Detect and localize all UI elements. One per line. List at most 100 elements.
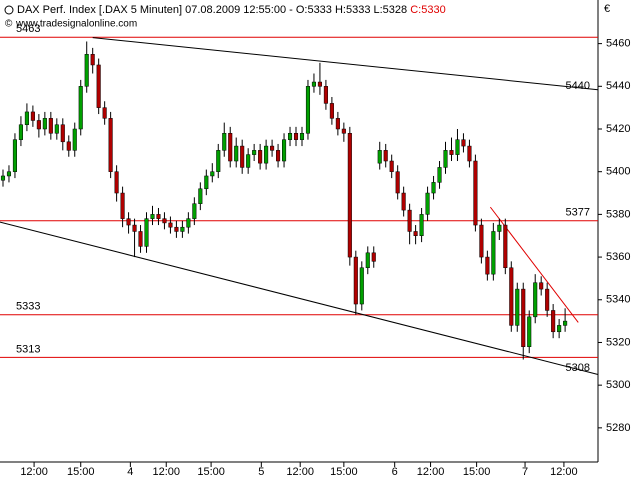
candle-body xyxy=(455,139,460,155)
candle-body xyxy=(347,133,352,258)
candle-body xyxy=(192,203,197,219)
candle-body xyxy=(431,182,436,194)
candle-body xyxy=(449,150,454,155)
candle-body xyxy=(102,107,107,119)
candle-body xyxy=(252,150,257,155)
candle-body xyxy=(198,188,203,204)
trend-line-label: 5440 xyxy=(566,80,590,92)
candle-body xyxy=(299,133,305,140)
x-tick-label: 15:00 xyxy=(197,466,225,478)
candle-body xyxy=(258,150,263,164)
candle-body xyxy=(114,171,119,194)
candle-body xyxy=(84,54,89,87)
candle-body xyxy=(108,118,113,172)
candle-body xyxy=(557,325,562,333)
y-tick-label: 5420 xyxy=(606,123,630,135)
y-tick-label: 5400 xyxy=(606,166,630,178)
candle-body xyxy=(491,231,496,275)
candle-body xyxy=(18,124,23,140)
candle-body xyxy=(222,133,227,151)
candle-body xyxy=(156,214,161,219)
copyright-sign: © xyxy=(5,19,13,30)
candle-body xyxy=(485,256,490,275)
y-tick-label: 5460 xyxy=(606,38,630,50)
candle-body xyxy=(323,86,328,104)
candle-body xyxy=(473,160,478,226)
candle-body xyxy=(395,171,400,194)
candle-body xyxy=(509,267,514,326)
candle-body xyxy=(90,54,95,66)
candle-body xyxy=(425,192,430,215)
candle-body xyxy=(377,150,382,164)
y-tick-label: 5360 xyxy=(606,251,630,263)
candle-body xyxy=(24,111,29,125)
candle-body xyxy=(407,209,412,232)
candle-body xyxy=(371,252,376,262)
candle-body xyxy=(341,128,346,134)
candle-body xyxy=(120,192,125,219)
candle-body xyxy=(276,150,281,162)
candle-body xyxy=(264,145,269,164)
x-tick-label: 15:00 xyxy=(330,466,358,478)
horizontal-line-label: 5377 xyxy=(566,207,590,219)
candle-body xyxy=(126,218,131,226)
candle-body xyxy=(515,288,520,326)
candle-body xyxy=(168,222,173,228)
horizontal-line-label: 5333 xyxy=(16,301,40,313)
x-tick-label: 7 xyxy=(522,466,528,478)
candle-body xyxy=(311,81,316,87)
candle-body xyxy=(42,118,47,130)
candle-body xyxy=(60,124,65,143)
candle-body xyxy=(6,171,12,177)
x-tick-label: 12:00 xyxy=(550,466,578,478)
candle-body xyxy=(335,118,340,130)
x-tick-label: 4 xyxy=(127,466,133,478)
candle-body xyxy=(66,141,71,151)
x-tick-label: 15:00 xyxy=(463,466,491,478)
title-icon xyxy=(4,5,14,15)
trend-line-label: 5308 xyxy=(566,362,590,374)
candle-body xyxy=(539,282,544,290)
candle-body xyxy=(36,120,41,130)
chart-title: DAX Perf. Index [.DAX 5 Minuten] 07.08.2… xyxy=(17,4,446,16)
y-tick-label: 5280 xyxy=(606,422,630,434)
candle-body xyxy=(551,310,556,333)
candle-body xyxy=(0,175,6,181)
candle-body xyxy=(30,111,35,121)
y-unit: € xyxy=(604,3,610,15)
candle-body xyxy=(180,226,185,232)
y-tick-label: 5300 xyxy=(606,379,630,391)
candle-body xyxy=(401,192,406,211)
candle-body xyxy=(353,256,358,305)
candle-body xyxy=(270,145,275,151)
candle-body xyxy=(383,150,388,162)
candle-body xyxy=(54,124,59,134)
candle-body xyxy=(204,175,209,190)
candle-body xyxy=(240,145,245,168)
candle-body xyxy=(563,320,568,326)
candle-body xyxy=(150,214,155,219)
candle-body xyxy=(389,160,394,172)
candle-body xyxy=(305,86,311,134)
candle-body xyxy=(467,145,472,162)
close-label: C:5330 xyxy=(410,4,445,16)
title-text: DAX Perf. Index [.DAX 5 Minuten] 07.08.2… xyxy=(17,4,407,16)
candle-body xyxy=(413,231,418,236)
candle-body xyxy=(216,150,221,172)
candle-body xyxy=(287,133,293,140)
y-tick-label: 5320 xyxy=(606,336,630,348)
candle-body xyxy=(503,224,508,268)
candle-body xyxy=(12,139,17,172)
candle-body xyxy=(533,282,538,318)
x-tick-label: 5 xyxy=(258,466,264,478)
candle-body xyxy=(521,288,526,347)
candle-body xyxy=(72,128,77,151)
candle-body xyxy=(234,145,239,162)
candle-body xyxy=(329,103,334,119)
y-tick-label: 5340 xyxy=(606,294,630,306)
candle-body xyxy=(138,231,143,247)
x-tick-label: 12:00 xyxy=(152,466,180,478)
candle-body xyxy=(461,139,466,147)
candle-body xyxy=(48,118,53,134)
